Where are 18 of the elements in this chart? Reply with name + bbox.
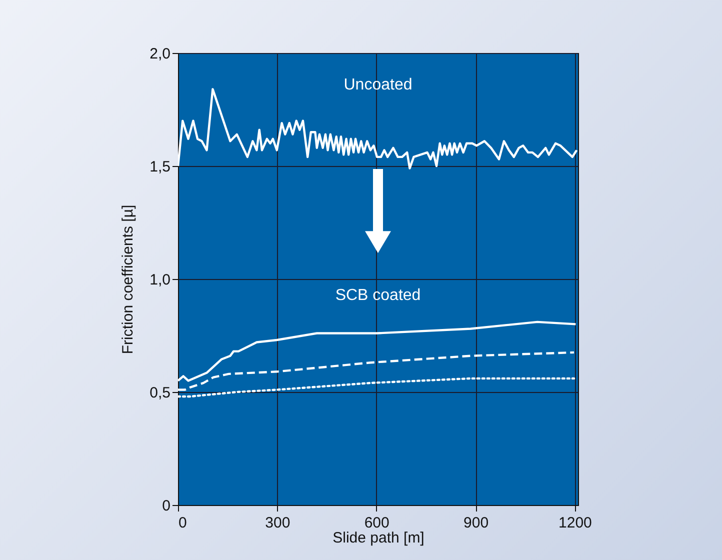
x-tick-label: 900	[464, 514, 489, 532]
x-tick-label: 300	[265, 514, 290, 532]
y-tick-label: 2,0	[150, 46, 170, 62]
line-series	[178, 88, 578, 170]
x-tick-label: 600	[364, 514, 390, 532]
line-series	[178, 351, 576, 391]
x-axis-title: Slide path [m]	[332, 530, 424, 546]
y-axis-title: Friction coefficients [µ]	[120, 204, 137, 354]
line-series	[178, 320, 577, 382]
y-tick-label: 1,0	[150, 272, 170, 288]
y-tick-label: 0	[162, 498, 170, 514]
x-tick-label: 0	[178, 514, 187, 532]
y-tick-label: 0,5	[150, 384, 170, 402]
y-tick-label: 1,5	[150, 158, 170, 176]
annotation: SCB coated	[335, 286, 421, 304]
x-tick-label: 1200	[558, 514, 592, 532]
annotation: Uncoated	[344, 76, 412, 94]
line-series	[178, 377, 576, 398]
